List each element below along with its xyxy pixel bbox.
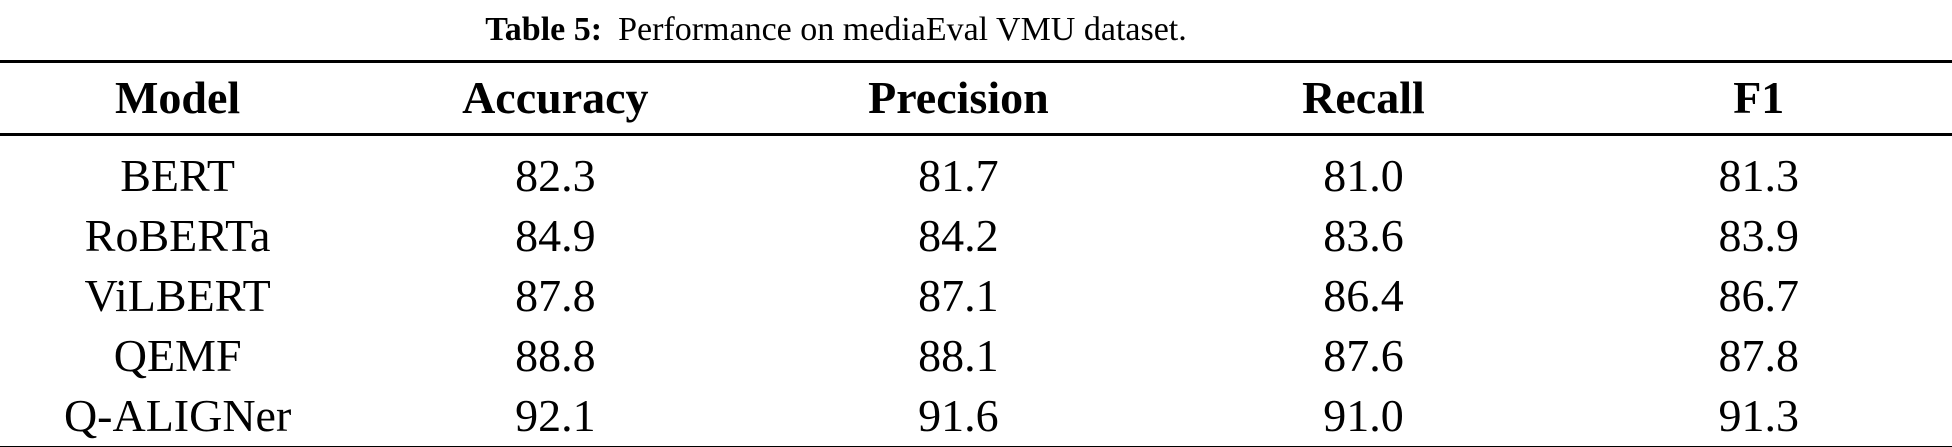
table-row: ViLBERT 87.8 87.1 86.4 86.7: [0, 266, 1952, 326]
cell-accuracy: 82.3: [515, 150, 596, 201]
cell-recall: 87.6: [1323, 330, 1404, 381]
cell-recall: 81.0: [1323, 150, 1404, 201]
column-header-f1: F1: [1565, 61, 1952, 136]
cell-model: Q-ALIGNer: [63, 390, 292, 441]
cell-model: BERT: [120, 150, 236, 201]
table-caption-text: Performance on mediaEval VMU dataset.: [618, 11, 1187, 48]
cell-accuracy: 87.8: [515, 270, 596, 321]
column-header-recall: Recall: [1161, 61, 1566, 136]
cell-accuracy: 84.9: [515, 210, 596, 261]
cell-f1: 86.7: [1718, 270, 1799, 321]
cell-precision: 87.1: [918, 270, 999, 321]
cell-f1: 87.8: [1718, 330, 1799, 381]
cell-f1: 83.9: [1718, 210, 1799, 261]
cell-recall: 86.4: [1323, 270, 1404, 321]
cell-recall: 91.0: [1323, 390, 1404, 441]
column-header-model: Model: [0, 61, 356, 136]
cell-f1: 91.3: [1718, 390, 1799, 441]
cell-model: ViLBERT: [84, 270, 271, 321]
cell-accuracy: 88.8: [515, 330, 596, 381]
performance-table: Model Accuracy Precision Recall F1 BERT …: [0, 60, 1952, 447]
cell-precision: 81.7: [918, 150, 999, 201]
table-caption: Table 5: Performance on mediaEval VMU da…: [0, 0, 1812, 60]
cell-precision: 84.2: [918, 210, 999, 261]
cell-model: QEMF: [113, 330, 242, 381]
column-header-precision: Precision: [755, 61, 1162, 136]
cell-precision: 91.6: [918, 390, 999, 441]
cell-precision: 88.1: [918, 330, 999, 381]
cell-model: RoBERTa: [84, 210, 271, 261]
cell-f1: 81.3: [1718, 150, 1799, 201]
table-row: RoBERTa 84.9 84.2 83.6 83.9: [0, 206, 1952, 266]
table-caption-label: Table 5:: [485, 11, 603, 48]
cell-accuracy: 92.1: [515, 390, 596, 441]
table-header-row: Model Accuracy Precision Recall F1: [0, 61, 1952, 136]
cell-recall: 83.6: [1323, 210, 1404, 261]
column-header-accuracy: Accuracy: [355, 61, 756, 136]
table-row: QEMF 88.8 88.1 87.6 87.8: [0, 326, 1952, 386]
table-row: Q-ALIGNer 92.1 91.6 91.0 91.3: [0, 386, 1952, 447]
table-row: BERT 82.3 81.7 81.0 81.3: [0, 135, 1952, 207]
